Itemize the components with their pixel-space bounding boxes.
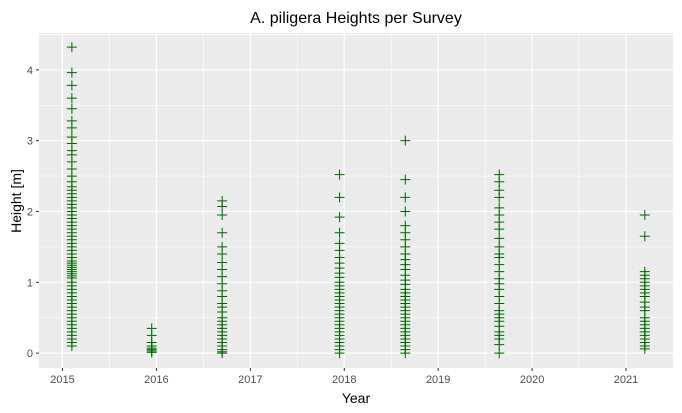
x-tick-label: 2019 [426,374,450,386]
x-tick-label: 2021 [614,374,638,386]
data-point [217,201,228,212]
data-point [334,169,345,180]
x-tick-label: 2020 [520,374,544,386]
grid-minor [39,33,673,368]
data-point [146,347,157,358]
data-point [639,343,650,354]
data-point [334,348,345,359]
data-point [494,176,505,187]
data-point [217,348,228,359]
x-axis-title: Year [342,390,371,406]
data-point [639,210,650,221]
data-point [400,192,411,203]
data-point [334,212,345,223]
data-point [639,231,650,242]
data-point [66,42,77,53]
y-axis: 0 1 2 3 4 [27,65,39,360]
data-point [217,227,228,238]
data-point [494,348,505,359]
x-axis: 2015 2016 2017 2018 2019 2020 2021 [50,368,638,386]
chart-title: A. piligera Heights per Survey [250,10,462,27]
data-point [334,192,345,203]
data-point [494,192,505,203]
x-tick-label: 2017 [238,374,262,386]
data-points [66,42,650,359]
data-point [400,206,411,217]
data-point [400,348,411,359]
y-tick-label: 2 [27,206,33,218]
x-tick-label: 2016 [144,374,168,386]
y-axis-title: Height [m] [8,169,24,233]
data-point [66,93,77,104]
data-point [217,248,228,259]
data-point [66,103,77,114]
data-point [494,339,505,350]
plot-panel [39,33,673,368]
data-point [334,227,345,238]
data-point [494,233,505,244]
data-point [217,210,228,221]
y-tick-label: 0 [27,348,33,360]
data-point [400,135,411,146]
data-point [66,341,77,352]
data-point [66,67,77,78]
y-tick-label: 3 [27,136,33,148]
grid-major [39,33,673,368]
y-tick-label: 1 [27,277,33,289]
data-point [494,224,505,235]
data-point [400,174,411,185]
data-point [66,122,77,133]
x-tick-label: 2015 [50,374,74,386]
x-tick-label: 2018 [332,374,356,386]
y-tick-label: 4 [27,65,33,77]
data-point [66,80,77,91]
